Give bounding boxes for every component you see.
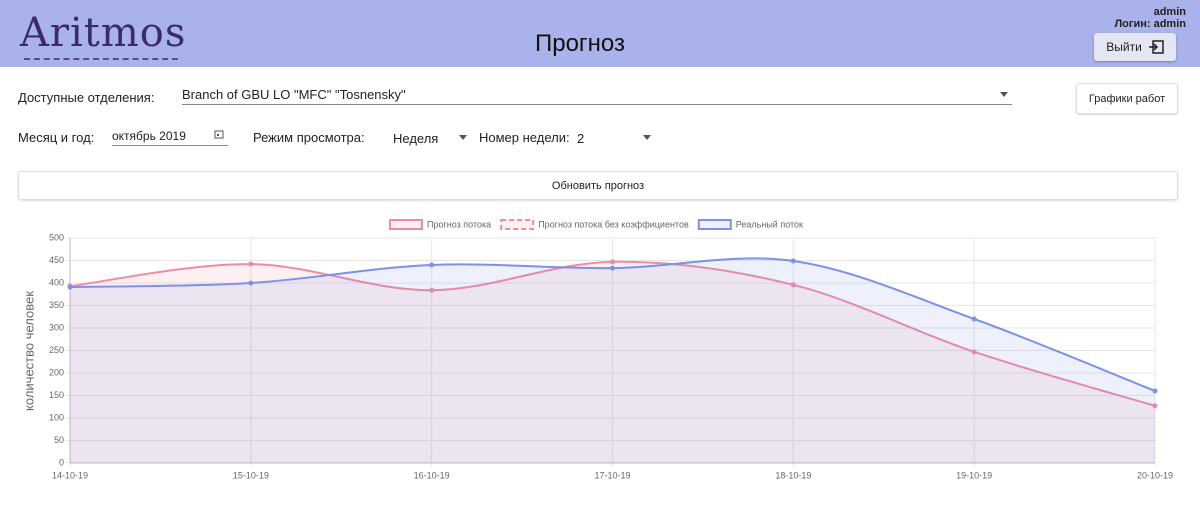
schedules-text: Графики работ [1088,92,1166,105]
x-tick-label: 14-10-19 [52,470,88,480]
logout-icon [1148,40,1164,54]
data-point [971,316,977,322]
data-point [610,259,615,265]
legend-label: Реальный поток [736,219,803,229]
x-tick-label: 18-10-19 [775,470,811,480]
legend-swatch [389,219,423,230]
y-tick-label: 350 [49,300,64,310]
month-value: октябрь 2019 [112,129,186,143]
user-name: admin [1153,6,1186,18]
data-point [67,284,73,290]
data-point [971,349,977,355]
refresh-button[interactable]: Обновить прогноз [18,171,1178,200]
y-tick-label: 250 [49,345,64,355]
user-info: admin Логин: admin [1114,6,1186,30]
dropdown-arrow [1000,92,1008,97]
data-point [429,287,435,293]
header: Aritmos Прогноз admin Логин: admin Выйти [0,0,1200,67]
y-axis-label: количество человек [21,291,36,411]
y-tick-label: 450 [49,255,64,265]
y-tick-label: 0 [59,457,64,467]
branch-label: Доступные отделения: [18,90,155,105]
chart: количество человек 0 50 100 150 200 250 300 350… [21,219,1173,480]
data-point [790,282,796,288]
legend-label: Прогноз потока без коэффициентов [538,219,689,229]
x-tick-label: 15-10-19 [233,470,269,480]
logo: Aritmos [20,10,187,56]
y-tick-label: 150 [49,390,64,400]
x-tick-label: 19-10-19 [956,470,992,480]
x-tick-label: 16-10-19 [414,470,450,480]
month-label: Месяц и год: [18,130,95,145]
month-input[interactable]: октябрь 2019 [112,127,228,146]
refresh-text: Обновить прогноз [551,179,645,192]
x-tick-label: 20-10-19 [1137,470,1173,480]
legend-label: Прогноз потока [427,219,491,229]
series-area [70,258,1155,463]
user-login: Логин: admin [1114,18,1186,30]
mode-select[interactable]: Неделя [393,130,469,146]
logout-text: Выйти [1106,40,1142,54]
y-tick-label: 300 [49,322,64,332]
y-tick-label: 50 [54,435,64,445]
branch-value: Branch of GBU LO "MFC" "Tosnensky" [182,87,406,102]
data-point [248,261,254,267]
week-value: 2 [577,131,585,146]
y-tick-label: 100 [49,412,64,422]
logout-button[interactable]: Выйти [1094,33,1176,61]
data-point [1152,388,1158,394]
schedules-button[interactable]: Графики работ [1076,83,1178,114]
dropdown-arrow [643,135,651,140]
y-tick-label: 400 [49,277,64,287]
dropdown-arrow [459,135,467,140]
mode-label: Режим просмотра: [253,130,365,145]
week-select[interactable]: 2 [577,130,653,146]
mode-value: Неделя [393,131,439,146]
legend-swatch [500,219,535,230]
calendar-icon [214,130,224,139]
data-point [429,262,435,268]
branch-select[interactable]: Branch of GBU LO "MFC" "Tosnensky" [182,86,1012,105]
page-title: Прогноз [534,30,626,57]
logo-underline [24,58,178,60]
y-tick-label: 500 [49,232,64,242]
series-area [70,261,1155,463]
data-point [248,280,254,286]
data-point [610,265,615,271]
data-point [1152,403,1158,409]
y-tick-label: 200 [49,367,64,377]
x-tick-label: 17-10-19 [594,470,630,480]
data-point [790,258,796,264]
legend-swatch [697,219,732,230]
week-label: Номер недели: [479,130,570,145]
